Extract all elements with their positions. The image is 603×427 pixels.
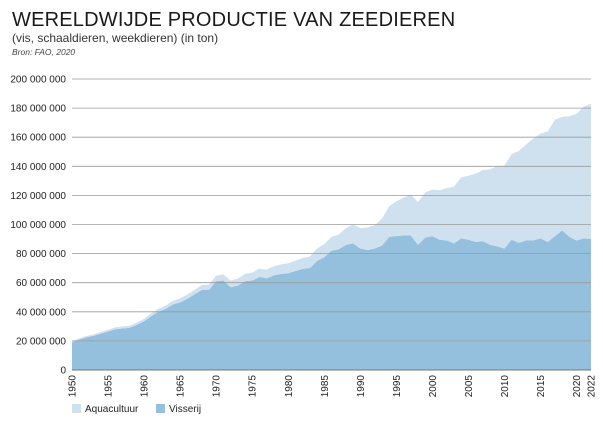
x-tick-label: 2015	[536, 375, 547, 398]
x-tick-label: 1965	[176, 375, 187, 398]
area-series-visserij	[72, 230, 591, 370]
y-tick-label: 40 000 000	[16, 307, 66, 318]
x-tick-label: 1985	[320, 375, 331, 398]
chart-source: Bron: FAO, 2020	[12, 47, 75, 57]
legend: Aquacultuur Visserij	[72, 404, 201, 415]
chart-subtitle: (vis, schaaldieren, weekdieren) (in ton)	[12, 31, 218, 45]
x-tick-label: 2020	[572, 375, 583, 398]
gridlines	[72, 78, 591, 371]
x-tick-label: 2005	[464, 375, 475, 398]
y-tick-label: 60 000 000	[16, 278, 66, 289]
y-tick-label: 0	[60, 366, 66, 377]
x-tick-label: 2010	[500, 375, 511, 398]
legend-swatch-aquacultuur	[72, 404, 81, 413]
y-tick-label: 20 000 000	[16, 336, 66, 347]
legend-swatch-visserij	[156, 404, 165, 413]
x-tick-label: 1955	[104, 375, 115, 398]
x-tick-label: 1980	[284, 375, 295, 398]
area-series-aquacultuur	[72, 103, 591, 343]
plot-areas	[72, 103, 591, 370]
x-tick-label: 1975	[248, 375, 259, 398]
x-tick-label: 1960	[140, 375, 151, 398]
x-axis-ticks: 1950 1955 1960 1965 1970 1975 1980 1985 1990 1995…	[68, 375, 598, 398]
legend-label-aquacultuur: Aquacultuur	[85, 404, 139, 415]
y-tick-label: 200 000 000	[10, 75, 66, 86]
y-axis-ticks: 0 20 000 000 40 000 000 60 000 000 80 000 00…	[10, 75, 66, 377]
legend-label-visserij: Visserij	[169, 404, 201, 415]
chart-title: WERELDWIJDE PRODUCTIE VAN ZEEDIEREN	[12, 9, 455, 31]
y-tick-label: 80 000 000	[16, 249, 66, 260]
y-tick-label: 180 000 000	[10, 104, 66, 115]
y-tick-label: 100 000 000	[10, 220, 66, 231]
x-tick-label: 2022	[587, 375, 598, 398]
x-tick-label: 1970	[212, 375, 223, 398]
y-tick-label: 140 000 000	[10, 162, 66, 173]
x-tick-label: 1990	[356, 375, 367, 398]
x-tick-label: 1995	[392, 375, 403, 398]
x-tick-label: 1950	[68, 375, 79, 398]
x-tick-label: 2000	[428, 375, 439, 398]
y-tick-label: 160 000 000	[10, 133, 66, 144]
y-tick-label: 120 000 000	[10, 191, 66, 202]
